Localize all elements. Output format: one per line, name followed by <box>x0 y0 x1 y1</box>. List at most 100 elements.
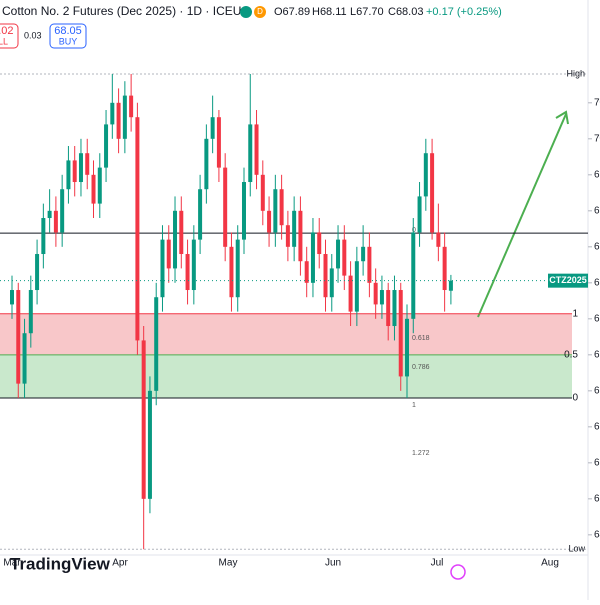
y-tick-label: 69.5 <box>594 169 600 180</box>
candle-body <box>229 246 234 298</box>
market-dot <box>240 6 252 18</box>
candle-body <box>66 160 71 190</box>
alert-icon[interactable] <box>450 564 466 580</box>
candle-body <box>317 232 322 255</box>
candle-body <box>135 117 140 341</box>
candle-body <box>16 290 21 384</box>
candle-body <box>216 117 221 168</box>
fib-label: 0.5 <box>564 349 578 360</box>
candle-body <box>310 232 315 283</box>
candle-body <box>235 239 240 298</box>
candle-body <box>298 210 303 262</box>
fib-upper-zone <box>0 313 572 355</box>
candle-body <box>248 124 253 183</box>
buy-price: 68.05 <box>54 25 82 37</box>
candle-body <box>147 390 152 499</box>
y-tick-label: 66 <box>594 421 600 432</box>
candle-body <box>254 124 259 175</box>
candle-body <box>241 182 246 240</box>
candle-body <box>104 124 109 168</box>
y-tick-label: 70 <box>594 133 600 144</box>
candle-body <box>110 102 115 125</box>
low-label: Low <box>568 544 585 554</box>
symbol-tag <box>548 273 588 288</box>
candle-body <box>53 210 58 233</box>
candle-body <box>323 254 328 298</box>
brand: TradingView <box>10 554 111 573</box>
symbol-title: Cotton No. 2 Futures (Dec 2025) · 1D · I… <box>2 4 249 18</box>
candle-body <box>405 318 410 377</box>
candle-body <box>91 174 96 204</box>
candle-body <box>47 210 52 219</box>
candle-body <box>354 261 359 312</box>
high: H68.11 <box>312 6 347 18</box>
candle-body <box>386 290 391 327</box>
candle-body <box>173 210 178 269</box>
candle-body <box>417 196 422 233</box>
y-tick-label: 67 <box>594 349 600 360</box>
y-tick-label: 65 <box>594 493 600 504</box>
candle-body <box>85 153 90 175</box>
candle-body <box>423 153 428 197</box>
fib-sub-label: 0.786 <box>412 364 430 371</box>
candle-body <box>398 290 403 377</box>
candle-body <box>166 239 171 269</box>
y-tick-label: 64.5 <box>594 529 600 540</box>
candle-body <box>154 297 159 391</box>
candle-body <box>122 95 127 139</box>
candle-body <box>22 333 27 384</box>
candle-body <box>373 282 378 305</box>
candle-body <box>336 239 341 269</box>
candle-body <box>185 254 190 291</box>
month-label: Mar <box>3 558 21 569</box>
candle-body <box>361 246 366 262</box>
month-label: May <box>219 558 238 569</box>
candle-body <box>10 290 14 305</box>
candle-body <box>78 153 83 183</box>
candle-body <box>179 210 184 255</box>
month-label: Aug <box>541 558 559 569</box>
high-label: High <box>566 68 585 78</box>
change: +0.17 (+0.25%) <box>426 6 502 18</box>
y-tick-label: 66.5 <box>594 385 600 396</box>
candle-body <box>223 167 228 247</box>
badge: D <box>257 7 263 16</box>
candle-body <box>411 232 416 319</box>
y-tick-label: 68.5 <box>594 241 600 252</box>
fib-sub-label: 0 <box>412 227 416 234</box>
candle-body <box>28 290 33 334</box>
y-tick-label: 68 <box>594 277 600 288</box>
fib-sub-label: 1 <box>412 402 416 409</box>
y-tick-label: 70.5 <box>594 97 600 108</box>
symbol-tag-label: CTZ2025 <box>549 275 587 285</box>
spread: 0.03 <box>24 30 42 40</box>
month-label: Jul <box>431 558 444 569</box>
sell-price: 68.02 <box>0 25 14 37</box>
fib-sub-label: 0.618 <box>412 335 430 342</box>
candle-body <box>35 254 40 291</box>
month-label: Jun <box>325 558 341 569</box>
candle-body <box>116 102 121 139</box>
candle-body <box>97 167 102 204</box>
fib-sub-label: 1.272 <box>412 450 430 457</box>
candle-body <box>198 189 203 240</box>
candle-body <box>329 268 334 298</box>
sell-button[interactable] <box>0 23 19 49</box>
candle-body <box>348 275 353 312</box>
buy-label: BUY <box>59 36 78 46</box>
candle-body <box>379 290 384 305</box>
fib-label: 0 <box>572 393 578 404</box>
fib-lower-zone <box>0 354 572 399</box>
candle-body <box>436 232 441 247</box>
candle-body <box>72 160 77 183</box>
candle-body <box>285 225 290 247</box>
arrow <box>477 113 567 318</box>
candle-body <box>60 189 65 233</box>
candle-body <box>448 280 453 291</box>
y-tick-label: 67.5 <box>594 313 600 324</box>
low: L67.70 <box>350 6 384 18</box>
buy-button[interactable] <box>49 23 87 49</box>
candle-body <box>292 210 297 247</box>
y-tick-label: 69 <box>594 205 600 216</box>
